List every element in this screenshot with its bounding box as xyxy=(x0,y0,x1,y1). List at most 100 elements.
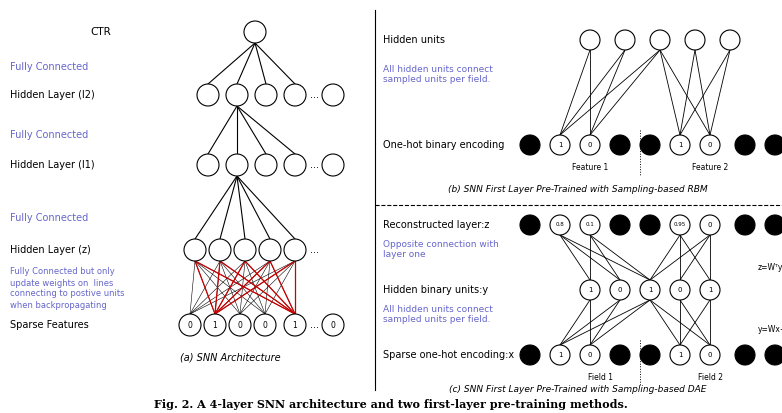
Text: (c) SNN First Layer Pre-Trained with Sampling-based DAE: (c) SNN First Layer Pre-Trained with Sam… xyxy=(449,385,707,394)
Circle shape xyxy=(580,135,600,155)
Text: One-hot binary encoding: One-hot binary encoding xyxy=(383,140,504,150)
Circle shape xyxy=(255,84,277,106)
Text: Fig. 2. A 4-layer SNN architecture and two first-layer pre-training methods.: Fig. 2. A 4-layer SNN architecture and t… xyxy=(154,399,628,411)
Text: 0.95: 0.95 xyxy=(674,223,686,228)
Text: 1: 1 xyxy=(708,287,712,293)
Circle shape xyxy=(685,30,705,50)
Text: 1: 1 xyxy=(558,352,562,358)
Circle shape xyxy=(244,21,266,43)
Text: 0: 0 xyxy=(678,287,682,293)
Text: ...: ... xyxy=(310,320,319,330)
Circle shape xyxy=(610,280,630,300)
Text: Feature 1: Feature 1 xyxy=(572,162,608,171)
Circle shape xyxy=(610,215,630,235)
Text: 1: 1 xyxy=(678,142,682,148)
Circle shape xyxy=(720,30,740,50)
Circle shape xyxy=(615,30,635,50)
Text: 0.8: 0.8 xyxy=(556,223,565,228)
Text: Feature 2: Feature 2 xyxy=(692,162,728,171)
Circle shape xyxy=(520,345,540,365)
Text: All hidden units connect
sampled units per field.: All hidden units connect sampled units p… xyxy=(383,305,493,324)
Text: ...: ... xyxy=(310,160,319,170)
Circle shape xyxy=(735,135,755,155)
Circle shape xyxy=(550,345,570,365)
Circle shape xyxy=(700,280,720,300)
Text: 0: 0 xyxy=(238,320,242,330)
Text: Hidden units: Hidden units xyxy=(383,35,445,45)
Text: 0: 0 xyxy=(331,320,335,330)
Text: 0: 0 xyxy=(263,320,267,330)
Text: y=Wx+b: y=Wx+b xyxy=(758,325,782,335)
Text: Fully Connected: Fully Connected xyxy=(10,130,88,140)
Circle shape xyxy=(259,239,281,261)
Circle shape xyxy=(700,135,720,155)
Circle shape xyxy=(179,314,201,336)
Text: Reconstructed layer:z: Reconstructed layer:z xyxy=(383,220,490,230)
Circle shape xyxy=(580,280,600,300)
Circle shape xyxy=(550,215,570,235)
Circle shape xyxy=(670,280,690,300)
Circle shape xyxy=(580,345,600,365)
Text: Sparse Features: Sparse Features xyxy=(10,320,88,330)
Circle shape xyxy=(580,215,600,235)
Circle shape xyxy=(284,239,306,261)
Circle shape xyxy=(284,314,306,336)
Text: 1: 1 xyxy=(558,142,562,148)
Circle shape xyxy=(209,239,231,261)
Circle shape xyxy=(640,135,660,155)
Text: Hidden Layer (z): Hidden Layer (z) xyxy=(10,245,91,255)
Text: 0: 0 xyxy=(708,142,712,148)
Circle shape xyxy=(229,314,251,336)
Circle shape xyxy=(254,314,276,336)
Circle shape xyxy=(184,239,206,261)
Circle shape xyxy=(765,345,782,365)
Circle shape xyxy=(650,30,670,50)
Circle shape xyxy=(284,84,306,106)
Text: 0.1: 0.1 xyxy=(586,223,594,228)
Circle shape xyxy=(226,154,248,176)
Circle shape xyxy=(670,215,690,235)
Text: Sparse one-hot encoding:x: Sparse one-hot encoding:x xyxy=(383,350,514,360)
Circle shape xyxy=(670,345,690,365)
Text: 1: 1 xyxy=(588,287,592,293)
Circle shape xyxy=(735,345,755,365)
Circle shape xyxy=(640,345,660,365)
Text: (b) SNN First Layer Pre-Trained with Sampling-based RBM: (b) SNN First Layer Pre-Trained with Sam… xyxy=(448,185,708,195)
Circle shape xyxy=(700,345,720,365)
Circle shape xyxy=(520,135,540,155)
Text: Fully Connected: Fully Connected xyxy=(10,62,88,72)
Circle shape xyxy=(550,135,570,155)
Text: Field 2: Field 2 xyxy=(698,373,723,382)
Text: Hidden Layer (l2): Hidden Layer (l2) xyxy=(10,90,95,100)
Text: Hidden Layer (l1): Hidden Layer (l1) xyxy=(10,160,95,170)
Circle shape xyxy=(610,345,630,365)
Text: connecting to postive units: connecting to postive units xyxy=(10,290,124,299)
Circle shape xyxy=(580,30,600,50)
Circle shape xyxy=(670,135,690,155)
Text: 1: 1 xyxy=(213,320,217,330)
Circle shape xyxy=(226,84,248,106)
Circle shape xyxy=(640,215,660,235)
Text: z=Wᵀy+b': z=Wᵀy+b' xyxy=(758,263,782,273)
Text: 1: 1 xyxy=(678,352,682,358)
Circle shape xyxy=(204,314,226,336)
Text: 1: 1 xyxy=(292,320,297,330)
Circle shape xyxy=(197,154,219,176)
Text: Field 1: Field 1 xyxy=(587,373,612,382)
Circle shape xyxy=(255,154,277,176)
Text: 1: 1 xyxy=(647,287,652,293)
Text: when backpropagating: when backpropagating xyxy=(10,301,107,309)
Text: 0: 0 xyxy=(588,352,592,358)
Text: (a) SNN Architecture: (a) SNN Architecture xyxy=(180,353,280,363)
Circle shape xyxy=(610,135,630,155)
Text: 0: 0 xyxy=(708,352,712,358)
Text: 0: 0 xyxy=(618,287,622,293)
Circle shape xyxy=(765,135,782,155)
Circle shape xyxy=(735,215,755,235)
Text: ...: ... xyxy=(310,90,319,100)
Circle shape xyxy=(640,280,660,300)
Circle shape xyxy=(520,215,540,235)
Circle shape xyxy=(284,154,306,176)
Text: Hidden binary units:y: Hidden binary units:y xyxy=(383,285,488,295)
Circle shape xyxy=(322,314,344,336)
